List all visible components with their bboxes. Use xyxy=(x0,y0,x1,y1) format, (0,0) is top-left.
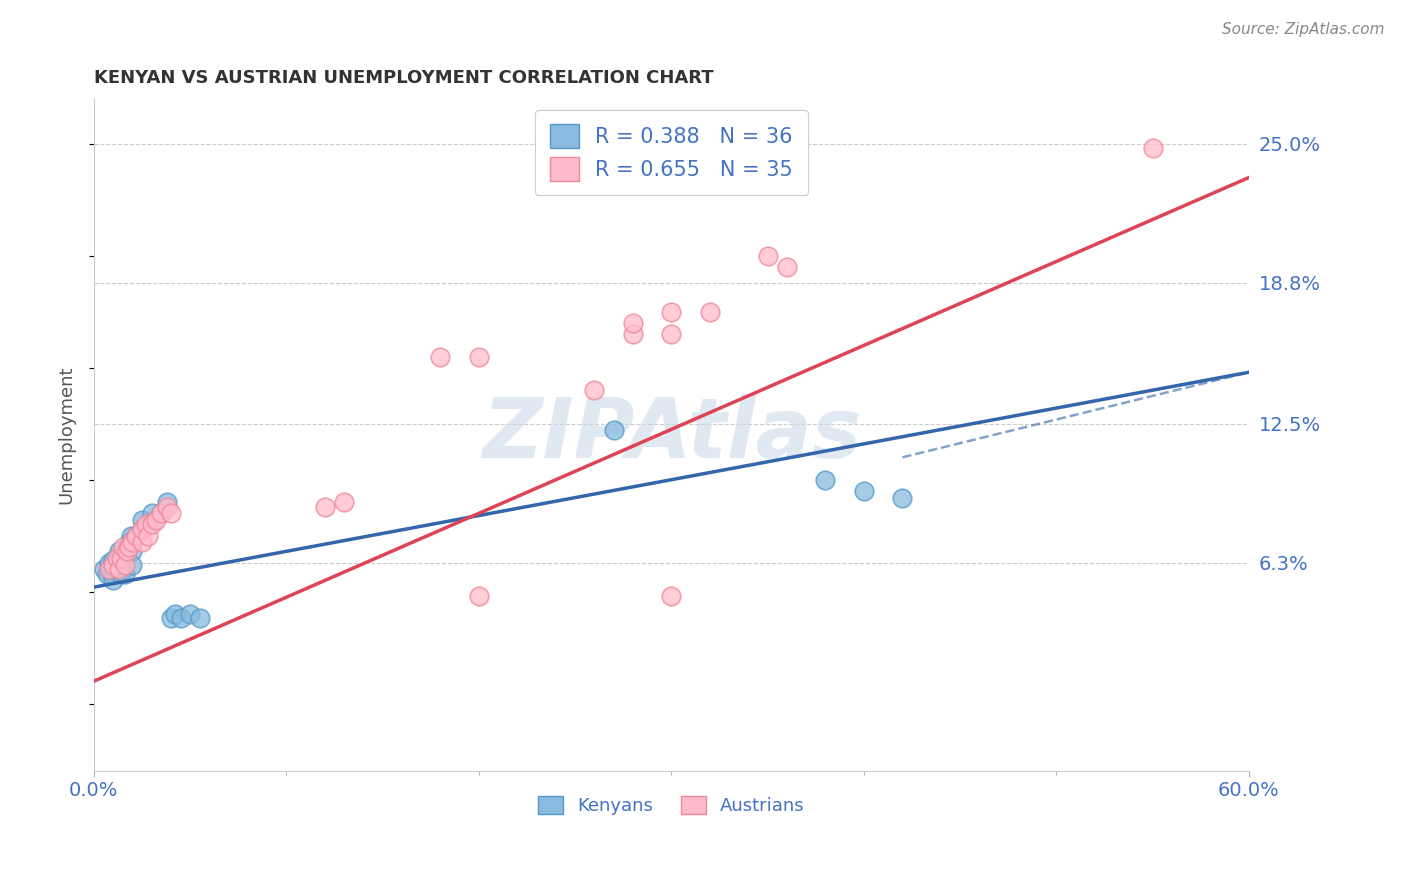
Point xyxy=(169,611,191,625)
Point xyxy=(756,249,779,263)
Point xyxy=(121,535,143,549)
Point xyxy=(117,535,139,549)
Point xyxy=(621,316,644,330)
Point xyxy=(96,566,118,581)
Point xyxy=(163,607,186,621)
Point xyxy=(131,522,153,536)
Point xyxy=(101,553,124,567)
Point xyxy=(468,350,491,364)
Point xyxy=(115,544,138,558)
Point xyxy=(661,305,683,319)
Point xyxy=(1142,141,1164,155)
Point xyxy=(160,506,183,520)
Point xyxy=(98,556,121,570)
Point xyxy=(93,562,115,576)
Point xyxy=(108,544,131,558)
Point xyxy=(101,574,124,588)
Text: ZIPAtlas: ZIPAtlas xyxy=(482,394,860,475)
Point xyxy=(314,500,336,514)
Point xyxy=(111,540,134,554)
Point xyxy=(135,517,157,532)
Point xyxy=(776,260,799,274)
Text: Source: ZipAtlas.com: Source: ZipAtlas.com xyxy=(1222,22,1385,37)
Point xyxy=(111,551,134,566)
Point xyxy=(111,562,134,576)
Point xyxy=(117,540,139,554)
Point xyxy=(98,562,121,576)
Point xyxy=(602,424,624,438)
Point xyxy=(150,506,173,520)
Point xyxy=(115,540,138,554)
Point xyxy=(891,491,914,505)
Point xyxy=(131,522,153,536)
Point xyxy=(141,517,163,532)
Point xyxy=(121,558,143,572)
Point xyxy=(852,483,875,498)
Point xyxy=(108,562,131,576)
Point xyxy=(125,529,148,543)
Point xyxy=(333,495,356,509)
Point xyxy=(699,305,721,319)
Point xyxy=(104,562,127,576)
Point xyxy=(188,611,211,625)
Point xyxy=(120,529,142,543)
Point xyxy=(121,544,143,558)
Point xyxy=(583,383,606,397)
Point xyxy=(141,506,163,520)
Point xyxy=(150,506,173,520)
Point xyxy=(114,566,136,581)
Point xyxy=(105,551,128,566)
Point xyxy=(101,566,124,581)
Point xyxy=(661,589,683,603)
Point xyxy=(814,473,837,487)
Point xyxy=(100,562,122,576)
Point xyxy=(136,529,159,543)
Point xyxy=(136,517,159,532)
Point xyxy=(156,500,179,514)
Point xyxy=(110,551,132,566)
Point xyxy=(114,558,136,572)
Point xyxy=(621,327,644,342)
Point xyxy=(101,558,124,572)
Text: KENYAN VS AUSTRIAN UNEMPLOYMENT CORRELATION CHART: KENYAN VS AUSTRIAN UNEMPLOYMENT CORRELAT… xyxy=(94,69,714,87)
Point xyxy=(468,589,491,603)
Point xyxy=(179,607,201,621)
Y-axis label: Unemployment: Unemployment xyxy=(58,366,75,504)
Point xyxy=(108,551,131,566)
Point xyxy=(145,513,167,527)
Point xyxy=(661,327,683,342)
Point xyxy=(131,535,153,549)
Point xyxy=(125,529,148,543)
Point xyxy=(160,611,183,625)
Point xyxy=(105,558,128,572)
Point xyxy=(429,350,451,364)
Legend: Kenyans, Austrians: Kenyans, Austrians xyxy=(530,789,813,822)
Point xyxy=(110,566,132,581)
Point xyxy=(131,513,153,527)
Point xyxy=(156,495,179,509)
